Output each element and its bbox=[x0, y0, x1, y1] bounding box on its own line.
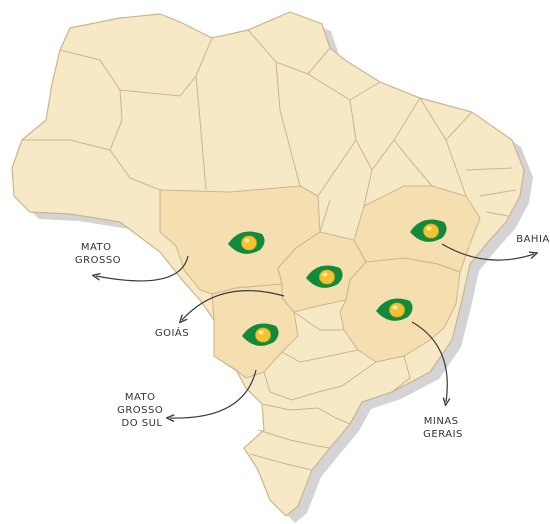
arrow-mato-grosso-do-sul bbox=[170, 369, 257, 418]
label-bahia: BAHIA bbox=[516, 234, 550, 245]
label-mato-grosso: MATO GROSSO bbox=[75, 242, 121, 266]
arrow-mato-grosso bbox=[96, 255, 189, 282]
label-mato-grosso-do-sul: MATO GROSSO DO SUL bbox=[117, 392, 167, 429]
arrow-goias bbox=[182, 290, 285, 320]
label-goias: GOIÁS bbox=[155, 326, 189, 339]
label-arrows bbox=[96, 243, 534, 418]
label-minas-gerais: MINAS GERAIS bbox=[423, 416, 463, 440]
arrow-bahia bbox=[441, 243, 534, 261]
state-borders bbox=[22, 29, 517, 471]
arrow-minas-gerais bbox=[411, 321, 447, 402]
